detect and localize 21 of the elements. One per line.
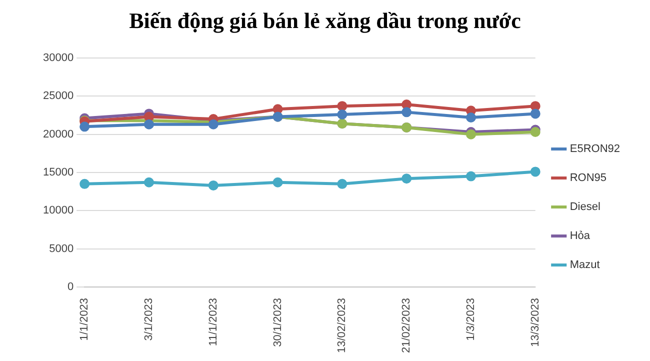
legend-label: Hỏa [570, 230, 591, 242]
chart-title: Biến động giá bán lẻ xăng dầu trong nước [128, 8, 522, 35]
legend-label: Diesel [570, 201, 600, 214]
legend-label: RON95 [570, 172, 607, 184]
x-tick-label: 13/02/2023 [336, 298, 348, 354]
x-tick-label: 13/3/2023 [529, 298, 542, 347]
y-tick-label: 25000 [42, 90, 74, 102]
legend-label: E5RON92 [570, 143, 620, 156]
x-tick-label: 3/1/2023 [143, 298, 156, 341]
y-tick-label: 15000 [42, 166, 74, 179]
x-tick-label: 30/1/2023 [272, 298, 284, 347]
legend-label: Mazut [570, 259, 600, 272]
y-tick-label: 0 [67, 280, 74, 293]
x-tick-label: 21/02/2023 [400, 298, 413, 354]
x-tick-label: 11/1/2023 [207, 298, 220, 346]
y-tick-label: 20000 [42, 128, 74, 140]
x-tick-label: 1/3/2023 [465, 298, 477, 341]
y-tick-label: 30000 [42, 52, 74, 64]
y-tick-label: 5000 [49, 242, 74, 255]
y-tick-label: 10000 [42, 204, 74, 217]
x-tick-label: 1/1/2023 [78, 298, 91, 341]
